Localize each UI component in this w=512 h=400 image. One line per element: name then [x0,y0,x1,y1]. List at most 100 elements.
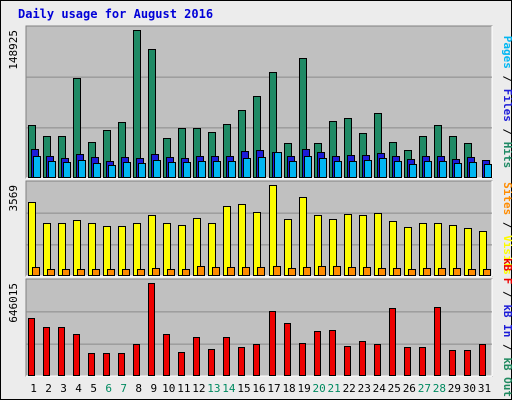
x-tick-label: 2 [45,382,52,395]
visits-bar [148,215,156,276]
legend-entry: kB Out [501,357,512,397]
sites-bar [333,266,341,276]
visits-bar [404,227,412,276]
x-tick-label: 19 [297,382,310,395]
sites-bar [182,269,190,276]
pages-bar [48,161,56,178]
x-tick-label: 29 [448,382,461,395]
x-tick-label: 4 [75,382,82,395]
legend-label: Pages / Files / Hits [501,36,512,169]
pages-bar [379,158,387,178]
kbf-bar [299,343,306,376]
chart-title: Daily usage for August 2016 [18,7,214,21]
legend-entry: Sites [501,182,512,215]
pages-bar [289,161,297,178]
pages-bar [63,162,71,178]
sites-bar [423,268,431,276]
visits-bar [434,223,442,276]
sites-bar [242,267,250,276]
pages-bar [93,163,101,178]
legend-entry: / [501,215,512,235]
x-tick-label: 7 [120,382,127,395]
pages-bar [183,162,191,178]
pages-bar [123,162,131,178]
sites-bar [62,269,70,276]
visits-bar [284,219,292,276]
x-tick-label: 9 [150,382,157,395]
sites-bar [197,266,205,276]
legend-entry: Files [501,89,512,122]
pages-bar [409,164,417,178]
kbf-bar [178,352,185,376]
sites-bar [348,267,356,276]
sites-bar [107,269,115,276]
sites-bar [378,268,386,276]
pages-bar [243,158,251,178]
sites-bar [438,268,446,276]
sites-bar [483,269,491,276]
pages-bar [349,161,357,178]
pages-bar [78,160,86,178]
visits-bar [299,197,307,276]
x-tick-label: 28 [433,382,446,395]
kbf-bar [449,350,456,376]
visits-bar [58,223,66,276]
kbf-bar [464,350,471,376]
pages-bar [424,161,432,178]
visits-bar [178,225,186,276]
pages-bar [138,163,146,178]
visits-bar [374,213,382,276]
sites-bar [32,267,40,276]
kbf-bar [193,337,200,376]
pages-bar [484,164,492,178]
sites-bar [393,268,401,276]
visits-bar [118,226,126,276]
sites-bar [167,269,175,276]
kbf-bar [223,337,230,376]
x-tick-label: 24 [373,382,387,395]
x-tick-label: 5 [90,382,97,395]
kbf-bar [208,349,215,376]
x-tick-label: 30 [463,382,476,395]
x-tick-label: 6 [105,382,112,395]
hits-bar [133,30,141,178]
visits-bar [389,221,397,276]
kbf-bar [344,346,351,376]
kbf-bar [269,311,276,376]
x-tick-label: 27 [418,382,431,395]
x-tick-label: 16 [252,382,265,395]
kbf-bar [374,344,381,376]
y-max-label: 646015 [7,283,20,323]
kbf-bar [118,353,125,376]
kbf-bar [434,307,441,376]
sites-bar [468,269,476,276]
x-tick-label: 13 [207,382,220,395]
pages-bar [213,161,221,178]
sites-bar [152,268,160,276]
x-tick-label: 1 [30,382,37,395]
visits-bar [88,223,96,276]
x-tick-label: 20 [313,382,326,395]
x-tick-label: 15 [237,382,250,395]
visits-bar [269,185,277,276]
legend-entry: Pages [501,36,512,69]
sites-bar [122,269,130,276]
legend-entry: Visits [501,235,512,275]
visits-bar [163,223,171,276]
legend-entry: kB F [501,258,512,285]
kbf-bar [88,353,95,376]
legend-entry: / [501,284,512,304]
legend-entry: Hits [501,142,512,169]
x-tick-label: 23 [358,382,371,395]
kbf-bar [103,353,110,376]
visits-bar [344,214,352,276]
pages-bar [168,162,176,178]
kbf-bar [43,327,50,376]
visits-bar [43,223,51,276]
pages-bar [228,161,236,178]
y-max-label: 148925 [7,30,20,70]
sites-bar [227,267,235,276]
kbf-bar [389,308,396,376]
visits-bar [103,226,111,276]
visits-bar [238,204,246,276]
